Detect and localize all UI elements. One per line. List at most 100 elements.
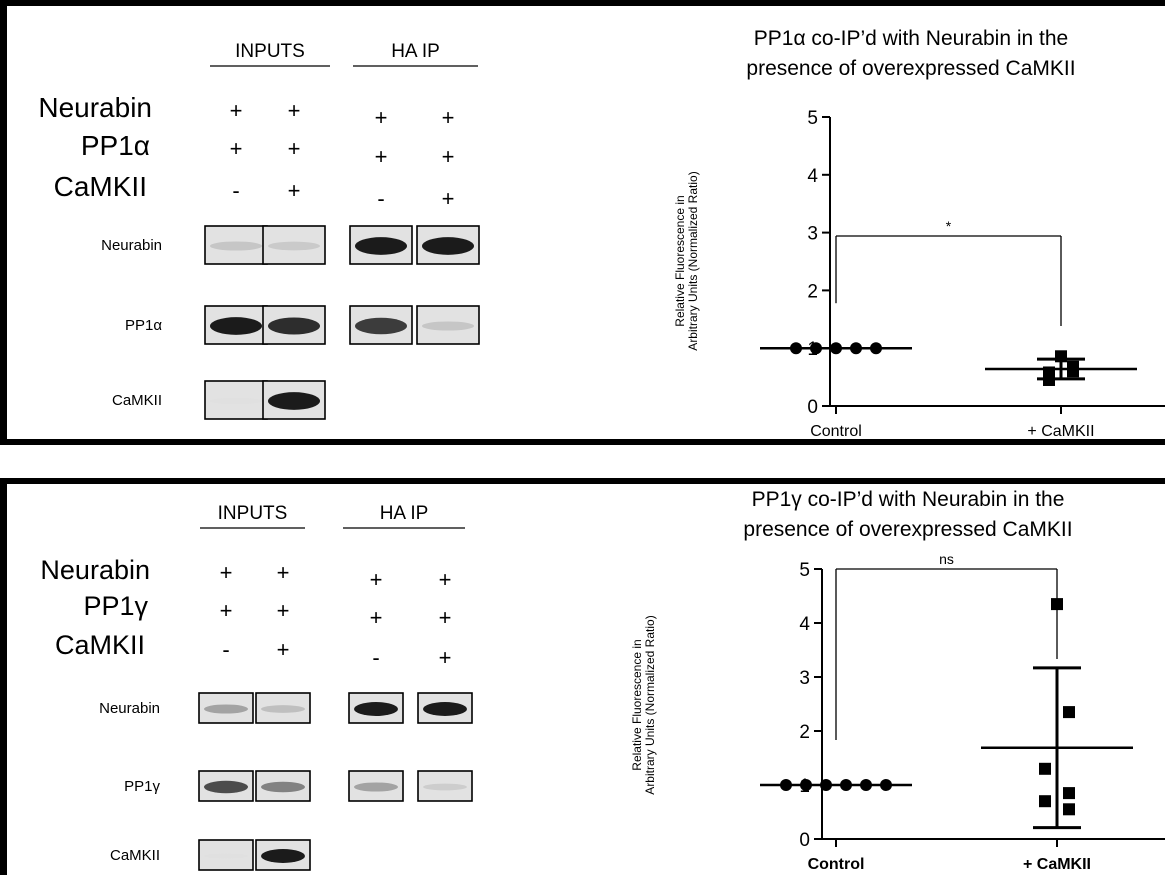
condition-sign: + [439,605,452,630]
y-tick-label: 5 [807,108,818,129]
protein-band [355,317,407,335]
y-axis-label: Relative Fluorescence in [630,639,644,770]
band-label: CaMKII [110,847,160,864]
data-point [790,342,802,355]
figure-panel-b: INPUTS HA IP Neurabin + + + + PP1γ + + + + CaMKII - + -… [0,478,1165,875]
scatter-chart: PP1γ co-IP’d with Neurabin in the presenc… [630,488,1165,873]
y-tick-label: 5 [799,560,810,581]
blot-lane-box [262,225,326,265]
y-tick-label: 4 [799,614,810,635]
figure-panel-a: INPUTS HA IP Neurabin + + + + PP1α + + + + CaMKII - + -… [0,0,1165,445]
condition-sign: + [230,136,243,161]
y-tick-label: 3 [799,668,810,689]
condition-sign: + [277,560,290,585]
condition-sign: - [232,178,239,203]
data-point [1067,365,1079,378]
chart-title: presence of overexpressed CaMKII [746,57,1075,80]
condition-sign: + [288,98,301,123]
condition-sign: + [277,637,290,662]
panel-border-top [0,0,1165,6]
data-point [1055,350,1067,363]
protein-band [204,853,248,859]
western-blot: INPUTS HA IP Neurabin + + + + PP1α + + + + CaMKII - + -… [38,41,480,420]
group-header: INPUTS [218,503,288,524]
group-header: HA IP [391,41,440,62]
condition-sign: + [442,105,455,130]
protein-band [354,702,398,716]
panel-border-bottom [0,439,1165,445]
condition-label: PP1α [81,130,150,161]
protein-band [355,237,407,255]
condition-label: Neurabin [38,92,152,123]
band-label: PP1α [125,317,162,334]
protein-band [354,782,398,792]
y-tick-label: 2 [799,722,810,743]
band-label: PP1γ [124,778,160,795]
group-header: HA IP [380,503,429,524]
data-point [1063,706,1075,719]
condition-label: Neurabin [40,555,150,585]
condition-sign: - [222,637,229,662]
x-tick-label: + CaMKII [1023,856,1091,873]
chart-title: PP1α co-IP’d with Neurabin in the [754,27,1068,50]
panel-border-left [0,478,7,875]
x-tick-label: Control [810,423,862,440]
panel-border-top [0,478,1165,484]
condition-label: PP1γ [83,591,148,621]
condition-sign: + [277,598,290,623]
condition-label: CaMKII [55,630,145,660]
y-tick-label: 2 [807,281,818,302]
data-point [860,779,872,791]
y-tick-label: 4 [807,166,818,187]
condition-sign: - [372,645,379,670]
protein-band [210,397,262,405]
protein-band [423,702,467,716]
condition-sign: + [442,186,455,211]
scatter-chart: PP1α co-IP’d with Neurabin in the presenc… [673,27,1165,440]
condition-sign: + [230,98,243,123]
condition-sign: - [377,186,384,211]
data-point [800,779,812,791]
band-label: Neurabin [99,700,160,717]
y-axis-label: Arbitrary Units (Normalized Ratio) [643,615,657,794]
protein-band [210,317,262,335]
condition-sign: + [439,567,452,592]
x-tick-label: + CaMKII [1027,423,1094,440]
data-point [850,342,862,355]
data-point [1063,803,1075,816]
protein-band [261,781,305,793]
protein-band [261,849,305,863]
y-axis-label: Arbitrary Units (Normalized Ratio) [686,171,700,350]
significance-label: ns [939,551,954,567]
protein-band [268,317,320,335]
band-label: CaMKII [112,392,162,409]
data-point [1063,787,1075,800]
protein-band [422,321,474,331]
protein-band [268,241,320,251]
condition-sign: + [220,560,233,585]
protein-band [268,392,320,410]
data-point [830,342,842,355]
significance-label: * [946,218,952,234]
data-point [1039,795,1051,808]
y-tick-label: 3 [807,224,818,245]
blot-lane-box [198,839,254,871]
condition-sign: + [442,144,455,169]
data-point [1043,366,1055,379]
condition-sign: + [370,605,383,630]
chart-title: PP1γ co-IP’d with Neurabin in the [752,488,1065,511]
protein-band [204,780,248,794]
group-header: INPUTS [235,41,305,62]
condition-sign: + [439,645,452,670]
data-point [840,779,852,791]
condition-label: CaMKII [54,171,147,202]
data-point [870,342,882,355]
condition-sign: + [375,144,388,169]
y-tick-label: 0 [807,397,818,418]
condition-sign: + [220,598,233,623]
condition-sign: + [288,178,301,203]
condition-sign: + [288,136,301,161]
blot-lane-box [204,380,268,420]
y-tick-label: 0 [799,830,810,851]
condition-sign: + [375,105,388,130]
